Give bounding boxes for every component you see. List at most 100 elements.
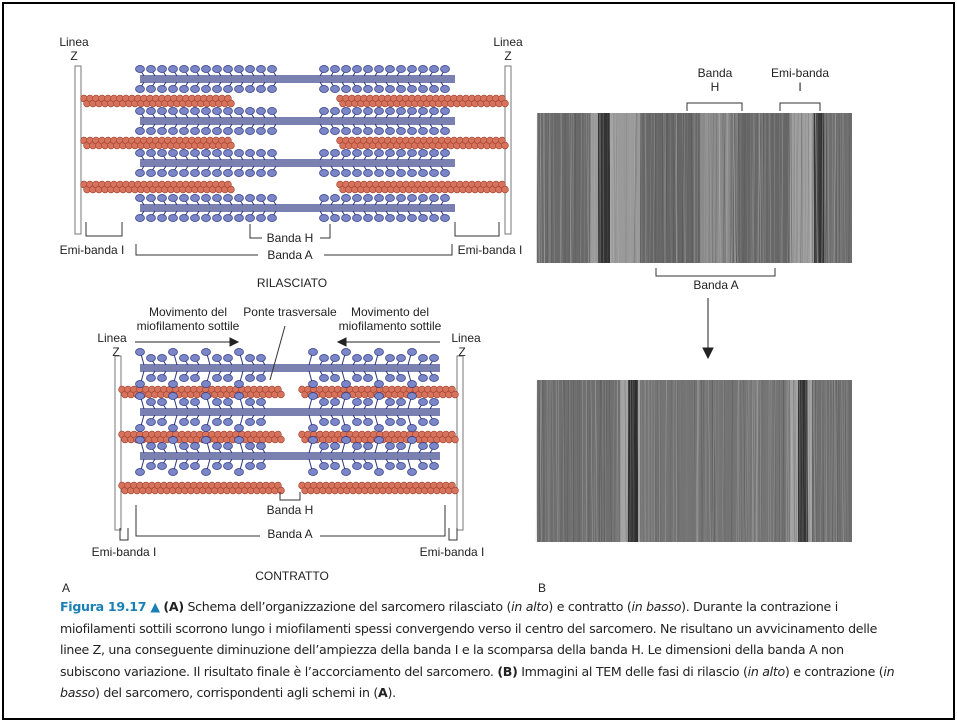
myosin-head bbox=[179, 85, 189, 93]
actin-bead bbox=[227, 99, 235, 108]
tem-texture bbox=[640, 112, 643, 264]
myosin-head bbox=[319, 127, 329, 135]
tem-texture bbox=[627, 379, 629, 543]
tem-texture bbox=[676, 379, 679, 543]
myosin-head bbox=[407, 127, 417, 135]
myosin-head bbox=[201, 348, 211, 356]
myosin-head bbox=[429, 85, 439, 93]
myosin-head bbox=[179, 169, 189, 177]
myosin-head bbox=[146, 442, 156, 450]
z-label: Linea Z bbox=[493, 35, 523, 63]
myosin-head bbox=[157, 149, 167, 157]
label: Banda A bbox=[267, 527, 312, 541]
myosin-head bbox=[190, 462, 200, 470]
tem-texture bbox=[602, 379, 604, 543]
tem-texture bbox=[743, 112, 746, 264]
myosin-head bbox=[319, 149, 329, 157]
tem-texture bbox=[636, 112, 638, 264]
myosin-head bbox=[319, 398, 329, 406]
myosin-head bbox=[330, 85, 340, 93]
myosin-head bbox=[201, 392, 211, 400]
tem-texture bbox=[636, 379, 640, 543]
myosin-head bbox=[245, 418, 255, 426]
arrow bbox=[336, 337, 440, 347]
tem-texture bbox=[770, 112, 772, 264]
tem-texture bbox=[616, 379, 618, 543]
myosin-head bbox=[212, 374, 222, 382]
tem-texture bbox=[684, 112, 686, 264]
myosin-head bbox=[374, 424, 384, 432]
myosin-head bbox=[245, 194, 255, 202]
tem-texture bbox=[703, 112, 706, 264]
tem-texture bbox=[686, 112, 689, 264]
tem-texture bbox=[594, 112, 596, 264]
myosin-head bbox=[407, 436, 417, 444]
myosin-head bbox=[418, 107, 428, 115]
myosin-head bbox=[341, 194, 351, 202]
tem-texture bbox=[817, 112, 819, 264]
myosin-head bbox=[168, 65, 178, 73]
caption: Figura 19.17 ▲ (A) Schema dell’organizza… bbox=[60, 599, 895, 700]
tem-texture bbox=[843, 112, 846, 264]
bracket bbox=[686, 102, 743, 111]
myosin-head bbox=[146, 127, 156, 135]
tem-texture bbox=[725, 112, 727, 264]
tem-texture bbox=[809, 112, 812, 264]
myosin-head bbox=[179, 214, 189, 222]
tem-texture bbox=[662, 112, 665, 264]
tem-texture bbox=[746, 379, 749, 543]
tem-texture bbox=[685, 112, 688, 264]
myosin-head bbox=[267, 149, 277, 157]
relaxed-diagram bbox=[74, 65, 512, 235]
tem-texture bbox=[810, 379, 812, 543]
tem-texture bbox=[844, 379, 847, 543]
tem-texture bbox=[653, 112, 656, 264]
tem-texture bbox=[715, 112, 718, 264]
myosin-head bbox=[363, 194, 373, 202]
myosin-head bbox=[319, 462, 329, 470]
tem-texture bbox=[762, 112, 764, 264]
myosin-head bbox=[429, 418, 439, 426]
myosin-head bbox=[146, 169, 156, 177]
tem-texture bbox=[655, 379, 658, 543]
tem-texture bbox=[820, 379, 823, 543]
tem-texture bbox=[558, 379, 560, 543]
tem-texture bbox=[658, 379, 660, 543]
tem-texture bbox=[833, 112, 837, 264]
myosin-head bbox=[190, 169, 200, 177]
myosin-head bbox=[396, 107, 406, 115]
tem-texture bbox=[612, 379, 615, 543]
myosin-head bbox=[352, 462, 362, 470]
myosin-head bbox=[223, 374, 233, 382]
myosin-head bbox=[330, 194, 340, 202]
myosin-head bbox=[179, 127, 189, 135]
tem-texture bbox=[731, 379, 734, 543]
tem-texture bbox=[759, 379, 761, 543]
tem-texture bbox=[803, 379, 806, 543]
tem-texture bbox=[637, 379, 641, 543]
myosin-head bbox=[407, 348, 417, 356]
tem-texture bbox=[700, 379, 704, 543]
label: Ponte trasversale bbox=[243, 305, 337, 319]
myosin-head bbox=[308, 348, 318, 356]
myosin-head bbox=[190, 398, 200, 406]
tem-texture bbox=[601, 112, 604, 264]
tem-texture bbox=[655, 112, 657, 264]
tem-texture bbox=[633, 112, 637, 264]
myosin-neck bbox=[308, 441, 313, 454]
tem-texture bbox=[573, 112, 575, 264]
myosin-head bbox=[201, 468, 211, 476]
myosin-head bbox=[212, 194, 222, 202]
myosin-head bbox=[168, 194, 178, 202]
myosin-head bbox=[212, 107, 222, 115]
tem-texture bbox=[576, 379, 579, 543]
myosin-head bbox=[212, 65, 222, 73]
tem-texture bbox=[546, 112, 549, 264]
tem-texture bbox=[664, 379, 668, 543]
myosin-head bbox=[201, 169, 211, 177]
myosin-head bbox=[179, 354, 189, 362]
tem-texture bbox=[796, 112, 799, 264]
label: Banda A bbox=[267, 248, 312, 262]
myosin-neck bbox=[407, 414, 412, 427]
tem-texture bbox=[723, 379, 727, 543]
